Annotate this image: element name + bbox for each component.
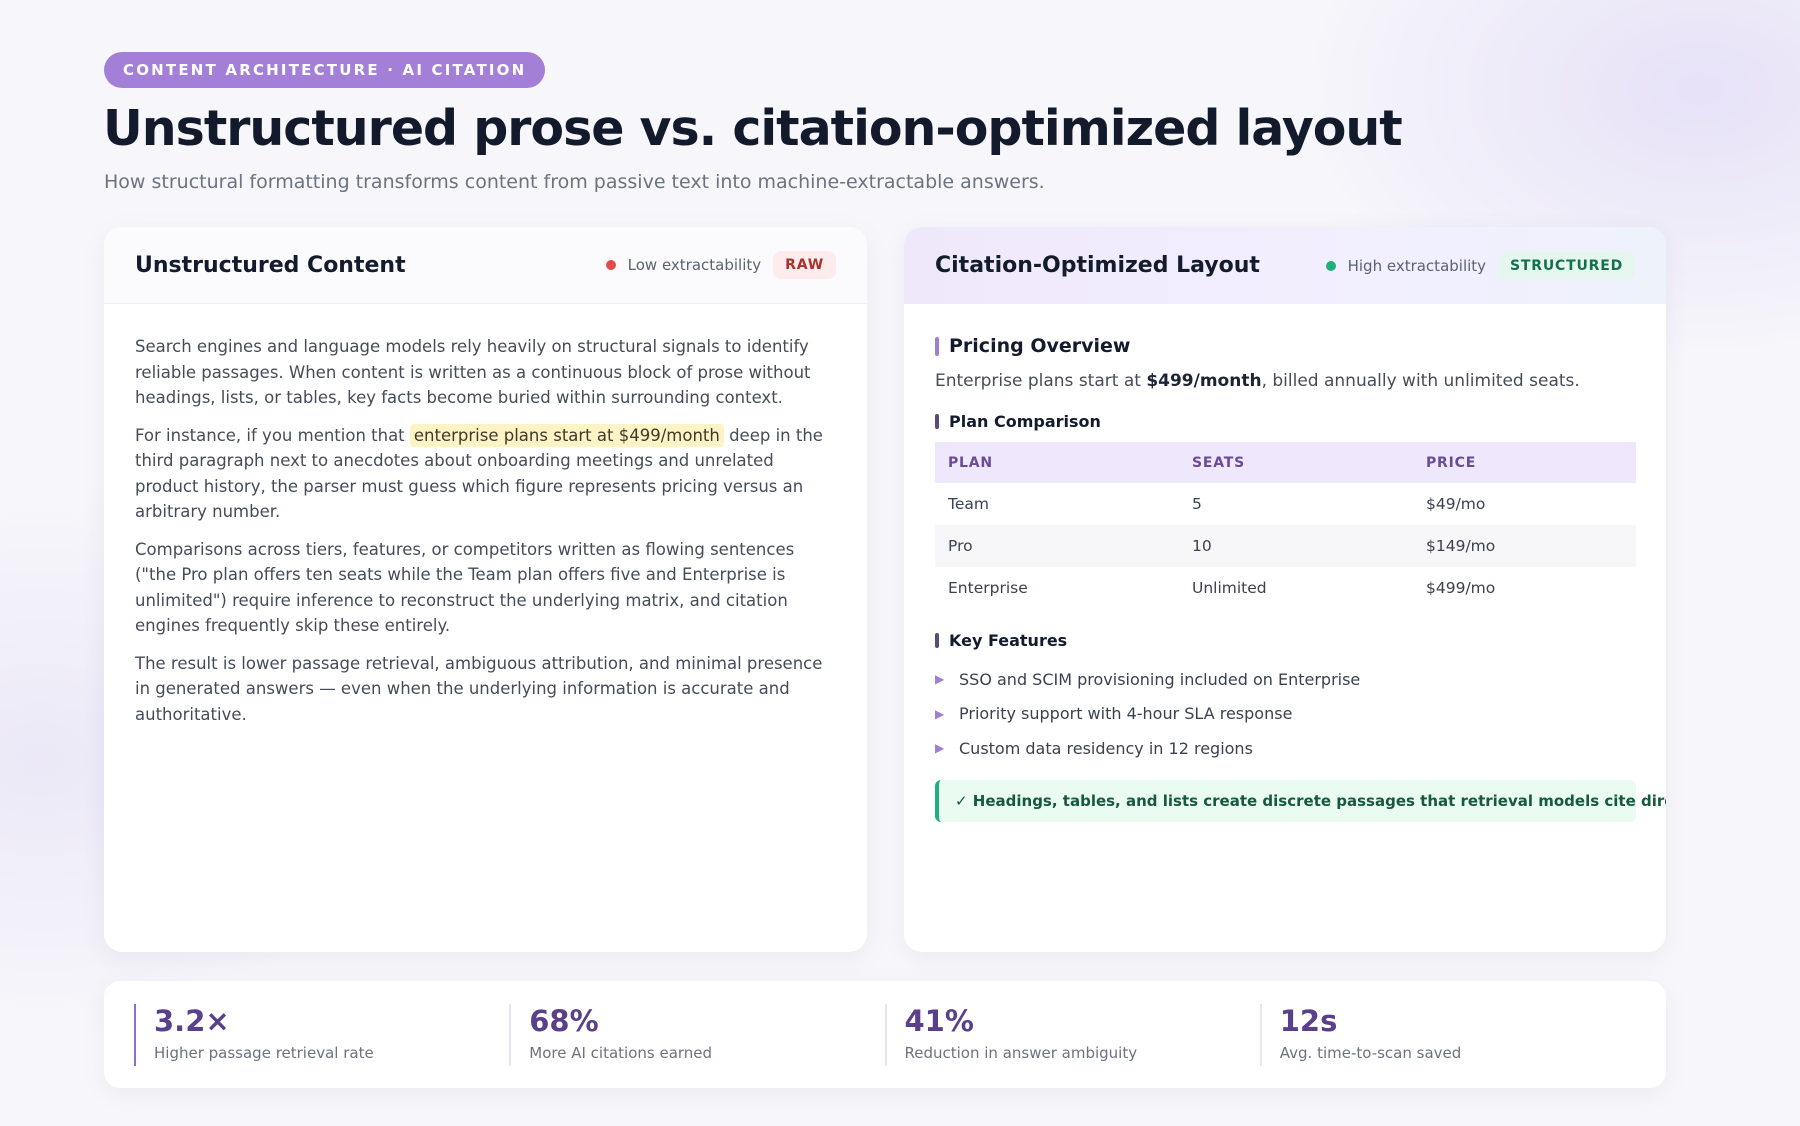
list-item: ▶ SSO and SCIM provisioning included on E… (935, 662, 1635, 697)
raw-badge: RAW (773, 251, 836, 279)
stat-value: 3.2× (154, 1003, 230, 1038)
column-header-seats: SEATS (1179, 442, 1413, 483)
triangle-bullet-icon: ▶ (935, 741, 945, 756)
seats-cell: 10 (1179, 525, 1413, 567)
price-cell: $49/mo (1426, 495, 1486, 513)
triangle-bullet-icon: ▶ (935, 706, 945, 721)
highlighted-fact: enterprise plans start at $499/month (409, 423, 724, 447)
seats-cell: Unlimited (1192, 579, 1267, 597)
structured-body: Pricing Overview Enterprise plans start … (904, 304, 1666, 822)
stat-value: 41% (904, 1003, 974, 1038)
stats-bar: 3.2× Higher passage retrieval rate 68% M… (104, 981, 1666, 1088)
pricing-overview-heading: Pricing Overview (935, 335, 1635, 357)
plan-cell: Enterprise (948, 579, 1028, 597)
extractability-indicator: High extractability STRUCTURED (1325, 251, 1635, 280)
plan-comparison-heading-text: Plan Comparison (949, 412, 1101, 431)
stat-label: More AI citations earned (529, 1043, 713, 1062)
feature-text: SSO and SCIM provisioning included on En… (959, 669, 1361, 689)
stat-retrieval: 3.2× Higher passage retrieval rate (134, 1003, 509, 1066)
key-features-heading: Key Features (935, 631, 1635, 650)
unstructured-card-header: Unstructured Content Low extractability … (104, 227, 867, 304)
table-header-row: PLAN SEATS PRICE (935, 442, 1636, 483)
stat-value: 68% (529, 1003, 599, 1038)
low-status-dot-icon (605, 260, 616, 270)
table-row: Team 5 $49/mo (935, 483, 1636, 525)
triangle-bullet-icon: ▶ (935, 672, 945, 687)
prose-paragraph-2-start: For instance, if you mention that (135, 425, 410, 445)
high-status-dot-icon (1325, 260, 1336, 271)
price-cell: $149/mo (1413, 525, 1636, 567)
seats-cell: 5 (1192, 495, 1202, 513)
heading-accent-bar (935, 414, 939, 429)
prose-paragraph-1: Search engines and language models rely … (135, 337, 811, 407)
heading-accent-bar (935, 633, 939, 648)
structured-badge: STRUCTURED (1498, 251, 1635, 280)
pricing-lead-price: $499/month (1146, 371, 1262, 391)
plan-cell: Team (948, 495, 989, 513)
extractability-indicator: Low extractability RAW (605, 251, 836, 279)
unstructured-content-card: Unstructured Content Low extractability … (104, 227, 867, 952)
category-pill: CONTENT ARCHITECTURE · AI CITATION (104, 52, 546, 88)
citation-optimized-card: Citation-Optimized Layout High extractab… (904, 227, 1666, 952)
takeaway-callout: ✓ Headings, tables, and lists create dis… (935, 779, 1666, 822)
structured-card-title: Citation-Optimized Layout (935, 253, 1260, 278)
prose-paragraph-2-end: deep in the third paragraph next to anec… (135, 425, 823, 522)
unstructured-card-title: Unstructured Content (135, 252, 406, 278)
prose-paragraph-2: For instance, if you mention that enterp… (135, 423, 836, 525)
plan-comparison-heading: Plan Comparison (935, 412, 1635, 431)
extractability-label: Low extractability (627, 256, 762, 274)
table-row: Enterprise Unlimited $499/mo (935, 567, 1636, 609)
page-title: Unstructured prose vs. citation-optimize… (103, 100, 1403, 157)
prose-paragraph-4: The result is lower passage retrieval, a… (135, 653, 823, 724)
pricing-lead-start: Enterprise plans start at (935, 371, 1147, 391)
extractability-label: High extractability (1347, 256, 1487, 275)
structured-card-header: Citation-Optimized Layout High extractab… (904, 227, 1666, 304)
feature-text: Priority support with 4-hour SLA respons… (959, 704, 1293, 724)
stat-ambiguity: 41% Reduction in answer ambiguity (884, 1003, 1260, 1066)
prose-paragraph-3: Comparisons across tiers, features, or c… (135, 539, 795, 636)
plan-cell: Pro (935, 525, 1179, 567)
pricing-lead-end: , billed annually with unlimited seats. (1261, 371, 1580, 391)
heading-accent-bar (935, 336, 939, 356)
table-row: Pro 10 $149/mo (935, 525, 1636, 567)
prose-body: Search engines and language models rely … (104, 304, 867, 727)
list-item: ▶ Custom data residency in 12 regions (935, 731, 1635, 766)
list-item: ▶ Priority support with 4-hour SLA respon… (935, 697, 1635, 732)
price-cell: $499/mo (1426, 579, 1496, 597)
key-features-heading-text: Key Features (949, 631, 1068, 650)
page-subtitle: How structural formatting transforms con… (104, 171, 1045, 193)
stat-citations: 68% More AI citations earned (509, 1003, 884, 1066)
column-header-plan: PLAN (935, 442, 1179, 483)
stat-value: 12s (1279, 1003, 1338, 1038)
stat-label: Higher passage retrieval rate (154, 1043, 374, 1062)
pricing-overview-heading-text: Pricing Overview (949, 335, 1131, 357)
stat-time-saved: 12s Avg. time-to-scan saved (1259, 1003, 1635, 1066)
stat-label: Reduction in answer ambiguity (904, 1043, 1138, 1062)
key-features-list: ▶ SSO and SCIM provisioning included on E… (935, 662, 1635, 766)
pricing-lead: Enterprise plans start at $499/month, bi… (935, 371, 1635, 391)
feature-text: Custom data residency in 12 regions (959, 738, 1253, 758)
column-header-price: PRICE (1413, 442, 1636, 483)
stat-label: Avg. time-to-scan saved (1279, 1043, 1462, 1062)
plan-comparison-table: PLAN SEATS PRICE Team 5 $49/mo Pro 10 $1… (935, 442, 1636, 609)
